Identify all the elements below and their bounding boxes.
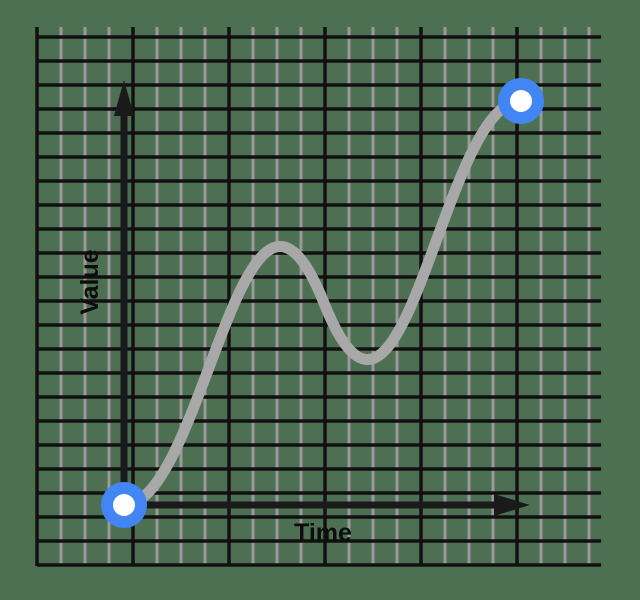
easing-curve-path	[118, 95, 527, 511]
y-axis-label: Value	[76, 249, 104, 314]
arrow-up-icon	[114, 80, 134, 116]
value-axis	[114, 80, 134, 503]
time-axis	[124, 494, 530, 516]
grid-vertical-minor	[59, 27, 591, 566]
arrow-right-icon	[494, 494, 530, 516]
end-point-marker[interactable]	[498, 78, 544, 124]
start-point-marker[interactable]	[101, 482, 147, 528]
end-point-center	[510, 90, 532, 112]
x-axis-label: Time	[294, 519, 352, 547]
start-point-center	[113, 494, 135, 516]
